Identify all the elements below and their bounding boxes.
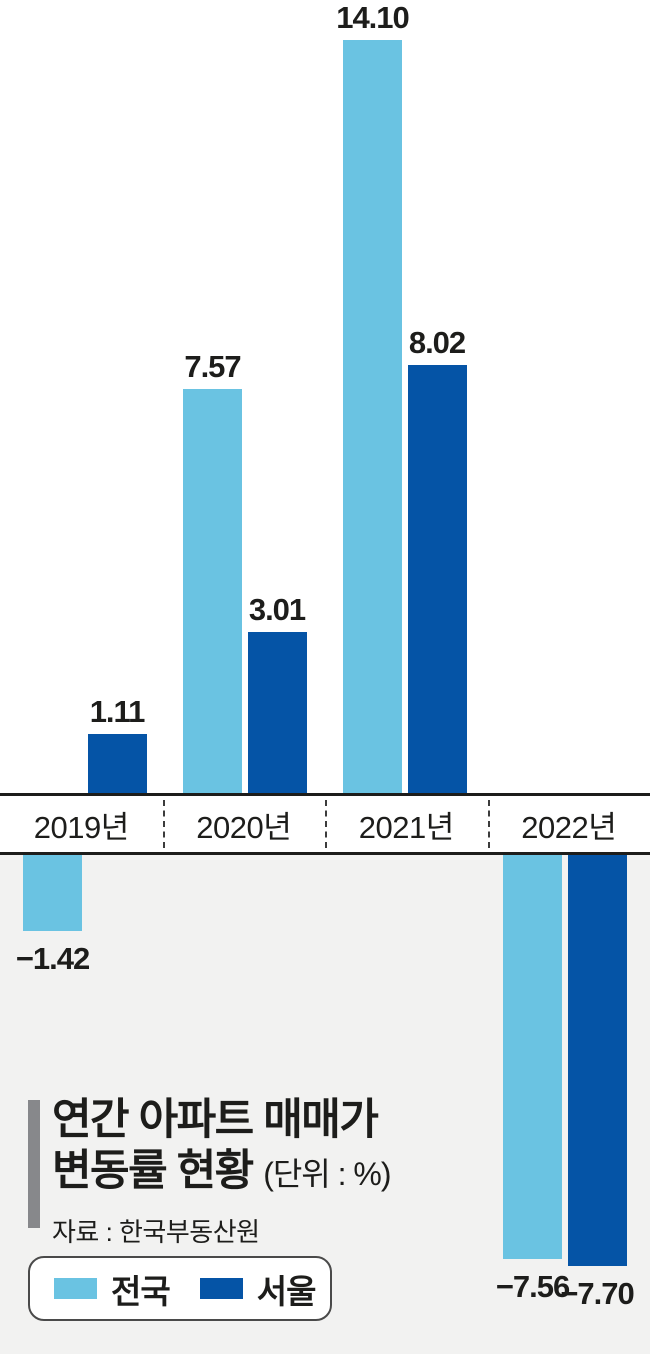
value-label-national-2019: −1.42 [15, 940, 90, 976]
value-label-national-2020: 7.57 [184, 348, 241, 384]
axis-label-2022: 2022년 [521, 809, 617, 845]
chart-title-line2-text: 변동률 현황 [52, 1147, 254, 1195]
value-label-seoul-2019: 1.11 [89, 693, 146, 729]
bar-seoul-2021 [407, 364, 467, 793]
source-note: 자료 : 한국부동산원 [52, 1217, 260, 1247]
title-accent-bar [28, 1100, 40, 1228]
legend: 전국 서울 [28, 1256, 332, 1321]
value-label-national-2021: 14.10 [336, 0, 410, 36]
legend-label-national: 전국 [111, 1272, 171, 1310]
axis-label-2021: 2021년 [358, 809, 454, 845]
bar-seoul-2020 [247, 632, 307, 793]
bar-national-2019 [23, 855, 82, 931]
legend-swatch-seoul [199, 1278, 243, 1299]
value-label-seoul-2020: 3.01 [248, 592, 306, 628]
x-axis-band: 2019년 2020년 2021년 2022년 [0, 793, 650, 855]
chart-title-line2: 변동률 현황 (단위 : %) [52, 1145, 612, 1200]
bar-national-2020 [183, 388, 242, 793]
bar-national-2021 [343, 40, 402, 793]
unit-note: (단위 : %) [263, 1156, 391, 1192]
legend-label-seoul: 서울 [256, 1272, 317, 1310]
bar-national-2022 [503, 855, 562, 1259]
axis-label-2020: 2020년 [196, 809, 292, 845]
axis-separator [325, 800, 327, 848]
value-label-national-2022: −7.56 [495, 1268, 570, 1304]
bar-seoul-2019 [87, 733, 147, 793]
legend-swatch-national [54, 1278, 97, 1299]
value-label-seoul-2022: −7.70 [560, 1276, 634, 1312]
chart-title-line1: 연간 아파트 매매가 [52, 1096, 379, 1144]
axis-label-2019: 2019년 [33, 809, 129, 845]
title-block: 연간 아파트 매매가 변동률 현황 (단위 : %) 자료 : 한국부동산원 [52, 1095, 612, 1249]
value-label-seoul-2021: 8.02 [408, 324, 466, 360]
bar-seoul-2022 [567, 855, 627, 1267]
axis-separator [162, 800, 165, 848]
axis-separator [487, 800, 490, 848]
